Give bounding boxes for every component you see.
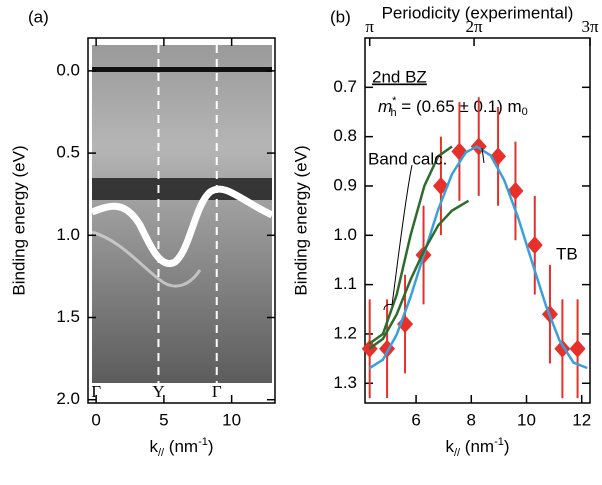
y-axis-title: Binding energy (eV) (9, 145, 28, 295)
label-part: k (445, 437, 454, 456)
panel-label: (a) (28, 7, 49, 26)
y-tick-label: 0.0 (56, 60, 80, 79)
annotation: 2nd BZ (372, 67, 427, 86)
x-tick-label: 6 (411, 410, 420, 429)
y-tick-label: 0.5 (56, 143, 80, 162)
x2-tick-label: 3π (581, 17, 599, 36)
label-leader (383, 164, 413, 311)
label-part: -1 (494, 436, 504, 448)
data-point (569, 339, 586, 358)
label-part: k (149, 437, 158, 456)
x-tick-label: 10 (222, 410, 241, 429)
y-tick-label: 1.2 (333, 323, 357, 342)
label-part: ) (504, 437, 510, 456)
symmetry-label: Γ (91, 382, 101, 401)
y-tick-label: 0.8 (333, 126, 357, 145)
symmetry-label: Γ (212, 382, 222, 401)
axis-title: k// (nm-1) (149, 436, 213, 459)
curve-label: Band calc. (368, 149, 447, 168)
label-part: // (158, 447, 165, 459)
y-tick-label: 2.0 (56, 389, 80, 408)
label-part: (nm (460, 437, 494, 456)
y-tick-label: 0.9 (333, 175, 357, 194)
x-tick-label: 0 (91, 410, 100, 429)
label-part: // (454, 447, 461, 459)
label-part: (nm (164, 437, 198, 456)
curve (368, 145, 470, 350)
x2-axis-title: Periodicity (experimental) (382, 3, 574, 22)
x2-tick-label: 2π (466, 17, 484, 36)
x-tick-label: 10 (517, 410, 536, 429)
y-tick-label: 1.0 (56, 225, 80, 244)
x-tick-label: 12 (572, 410, 591, 429)
y-tick-label: 0.7 (333, 77, 357, 96)
data-point (507, 181, 524, 200)
label-part: 0 (522, 106, 528, 118)
label-part: ) (208, 437, 214, 456)
x-tick-label: 8 (467, 410, 476, 429)
label-part: * (392, 95, 397, 107)
symmetry-label: Y (152, 382, 164, 401)
axis-title: k// (nm-1) (445, 436, 509, 459)
plot-frame (87, 37, 276, 404)
axis-title: m* h = (0.65 ± 0.1) m0 (378, 95, 528, 119)
annotation-arrow (481, 147, 485, 164)
x2-tick-label: π (365, 17, 374, 36)
label-part: -1 (198, 436, 208, 448)
x-tick-label: 5 (159, 410, 168, 429)
arpes-image (90, 45, 274, 383)
y-tick-label: 1.3 (333, 373, 357, 392)
y-tick-label: 1.1 (333, 274, 357, 293)
data-point (526, 236, 543, 255)
label-part: h (390, 107, 396, 119)
curve (368, 145, 588, 370)
plot-frame (364, 37, 591, 404)
label-part: m (378, 97, 392, 116)
panel-label: (b) (330, 7, 351, 26)
y-tick-label: 1.0 (333, 225, 357, 244)
y-axis-title: Binding energy (eV) (291, 145, 310, 295)
y-tick-label: 1.5 (56, 307, 80, 326)
curve-label: TB (556, 244, 578, 263)
